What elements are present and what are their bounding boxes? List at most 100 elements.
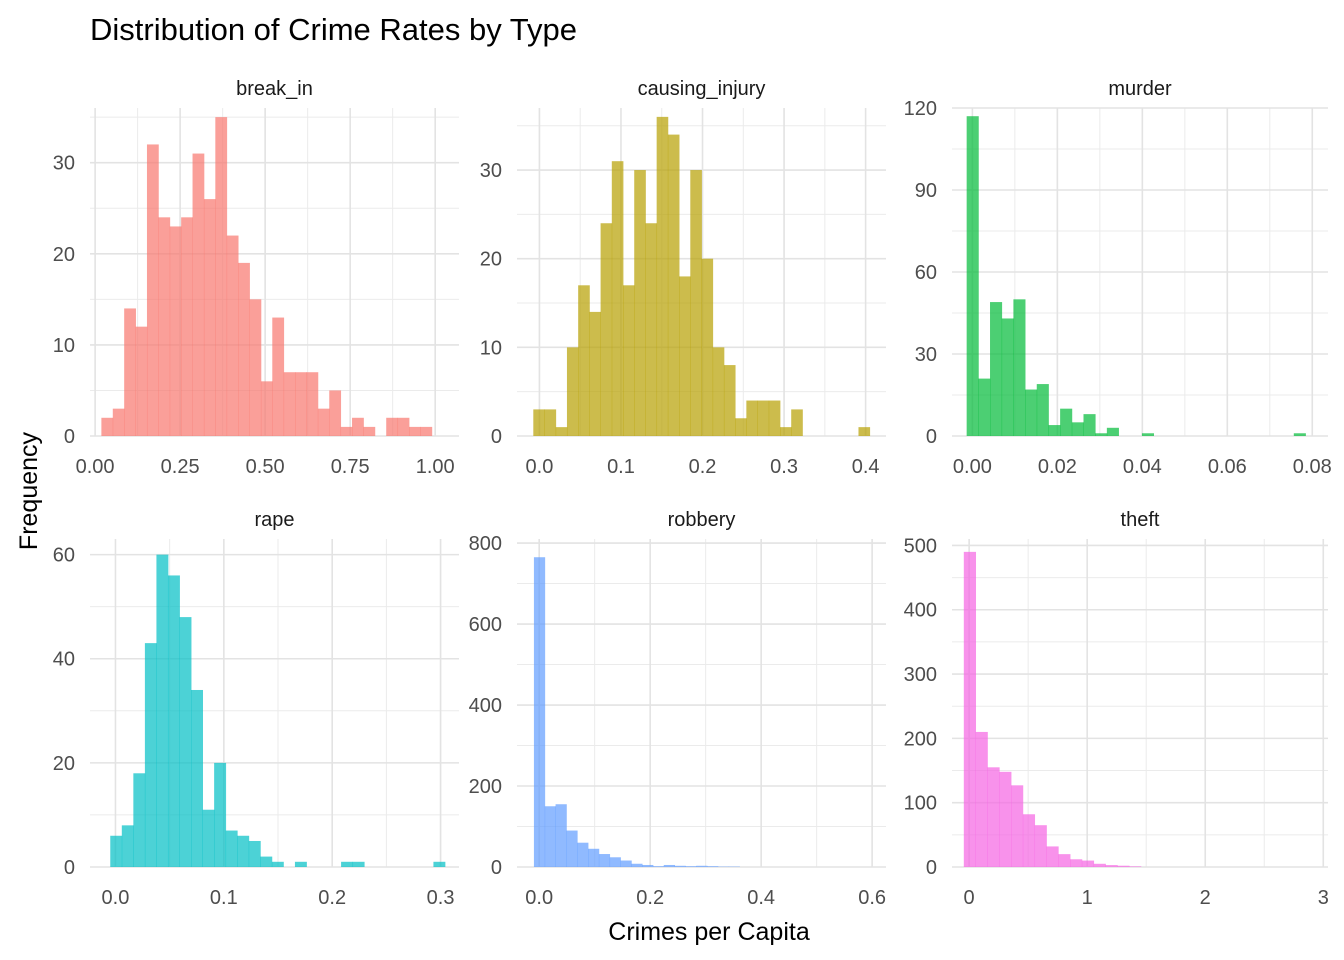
histogram-bar (966, 116, 979, 436)
x-tick-label: 0.0 (526, 456, 554, 478)
histogram-bar (352, 417, 364, 436)
x-tick-label: 0.04 (1123, 456, 1162, 478)
y-tick-label: 0 (926, 426, 937, 448)
histogram-bar (101, 417, 114, 436)
histogram-bar (663, 864, 675, 867)
x-tick-label: 0.0 (102, 887, 130, 909)
histogram-bar (735, 418, 747, 436)
histogram-bar (1036, 384, 1049, 436)
x-tick-label: 0.1 (210, 887, 238, 909)
histogram-bar (169, 226, 182, 436)
x-tick-label: 0.00 (76, 456, 115, 478)
histogram-bar (1117, 865, 1130, 867)
x-tick-label: 0.3 (427, 887, 455, 909)
histogram-bar (555, 427, 568, 436)
y-tick-label: 100 (904, 793, 937, 815)
x-tick-label: 0.00 (953, 456, 992, 478)
histogram-bar (598, 854, 611, 867)
facet-panel-robbery: robbery 0.0 0.2 0.4 0.6 0 200 400 600 800 (469, 509, 886, 909)
histogram-bar (623, 285, 635, 436)
histogram-bar (248, 840, 261, 867)
y-tick-label: 0 (64, 857, 75, 879)
histogram-bar (433, 861, 446, 867)
x-tick-label: 0.08 (1293, 456, 1332, 478)
facet-panel-break-in: break_in 0.00 0.25 0.50 0.75 1.00 0 10 20 30 (53, 78, 459, 478)
histogram-bar (1048, 425, 1061, 436)
y-tick-label: 30 (480, 160, 502, 182)
histogram-bar (317, 408, 330, 436)
y-tick-label: 400 (469, 695, 502, 717)
histogram-bar (226, 235, 239, 436)
histogram-bar (409, 426, 421, 436)
facet-title: theft (1121, 509, 1160, 531)
histogram-bar (135, 326, 148, 436)
histogram-bar (181, 217, 193, 436)
histogram-bar (533, 557, 546, 867)
histogram-bar (420, 426, 433, 436)
x-tick-label: 0.2 (689, 456, 717, 478)
histogram-bar (192, 153, 205, 437)
x-tick-label: 0.02 (1038, 456, 1077, 478)
y-tick-label: 400 (904, 600, 937, 622)
facet-panels: break_in0.00 0.25 0.50 0.75 1.000102030causi… (53, 78, 1332, 909)
facet-title: break_in (236, 78, 313, 100)
histogram-bar (631, 863, 643, 867)
histogram-bar (791, 409, 803, 436)
histogram-bar (1058, 854, 1071, 867)
y-tick-label: 20 (480, 249, 502, 271)
x-axis-label: Crimes per Capita (608, 918, 810, 946)
histogram-bar (112, 408, 125, 436)
x-tick-label: 0 (964, 887, 975, 909)
y-tick-label: 800 (469, 533, 502, 555)
x-tick-label: 0.1 (607, 456, 635, 478)
facet-title: rape (254, 509, 294, 531)
histogram-bar (1141, 433, 1154, 436)
x-tick-label: 0.4 (852, 456, 880, 478)
histogram-bar (645, 223, 658, 436)
facet-panel-rape: rape 0.0 0.1 0.2 0.3 0 20 40 60 (53, 509, 459, 909)
histogram-bar (272, 317, 285, 436)
facet-title: causing_injury (638, 78, 766, 100)
histogram-bar (1095, 433, 1108, 436)
histogram-bar (1129, 866, 1142, 867)
histogram-bar (1011, 785, 1024, 867)
histogram-bar (249, 299, 262, 436)
histogram-bar (707, 866, 719, 867)
histogram-bar (701, 258, 714, 436)
histogram-bar (723, 365, 736, 436)
histogram-bar (156, 554, 169, 867)
y-tick-label: 120 (904, 98, 937, 120)
histogram-bar (609, 857, 621, 867)
histogram-bar (1022, 814, 1036, 867)
y-tick-label: 0 (491, 426, 502, 448)
histogram-bar (620, 860, 632, 867)
histogram-bar (577, 842, 589, 867)
facet-panel-theft: theft 0 1 2 3 0 100 200 300 400 500 (904, 509, 1329, 909)
histogram-bar (544, 806, 556, 867)
x-tick-label: 0.6 (858, 887, 886, 909)
histogram-bar (202, 809, 215, 867)
histogram-bar (294, 861, 307, 867)
histogram-bar (690, 170, 702, 436)
facet-title: murder (1108, 78, 1172, 100)
histogram-bar (191, 689, 203, 867)
histogram-bar (1070, 859, 1083, 867)
histogram-bar (652, 866, 665, 867)
x-tick-label: 3 (1318, 887, 1329, 909)
histogram-bar (260, 856, 273, 867)
y-tick-label: 0 (491, 857, 502, 879)
histogram-bar (283, 372, 296, 436)
y-tick-label: 0 (926, 857, 937, 879)
y-tick-label: 60 (53, 545, 75, 567)
histogram-bar (1025, 389, 1038, 436)
histogram-bar (696, 865, 708, 867)
x-tick-label: 0.3 (770, 456, 798, 478)
histogram-bar (685, 866, 697, 867)
histogram-bar (533, 409, 545, 436)
histogram-bar (600, 223, 613, 436)
y-tick-label: 600 (469, 614, 502, 636)
histogram-bar (642, 864, 654, 867)
x-tick-label: 0.50 (246, 456, 285, 478)
histogram-bar (544, 409, 557, 436)
